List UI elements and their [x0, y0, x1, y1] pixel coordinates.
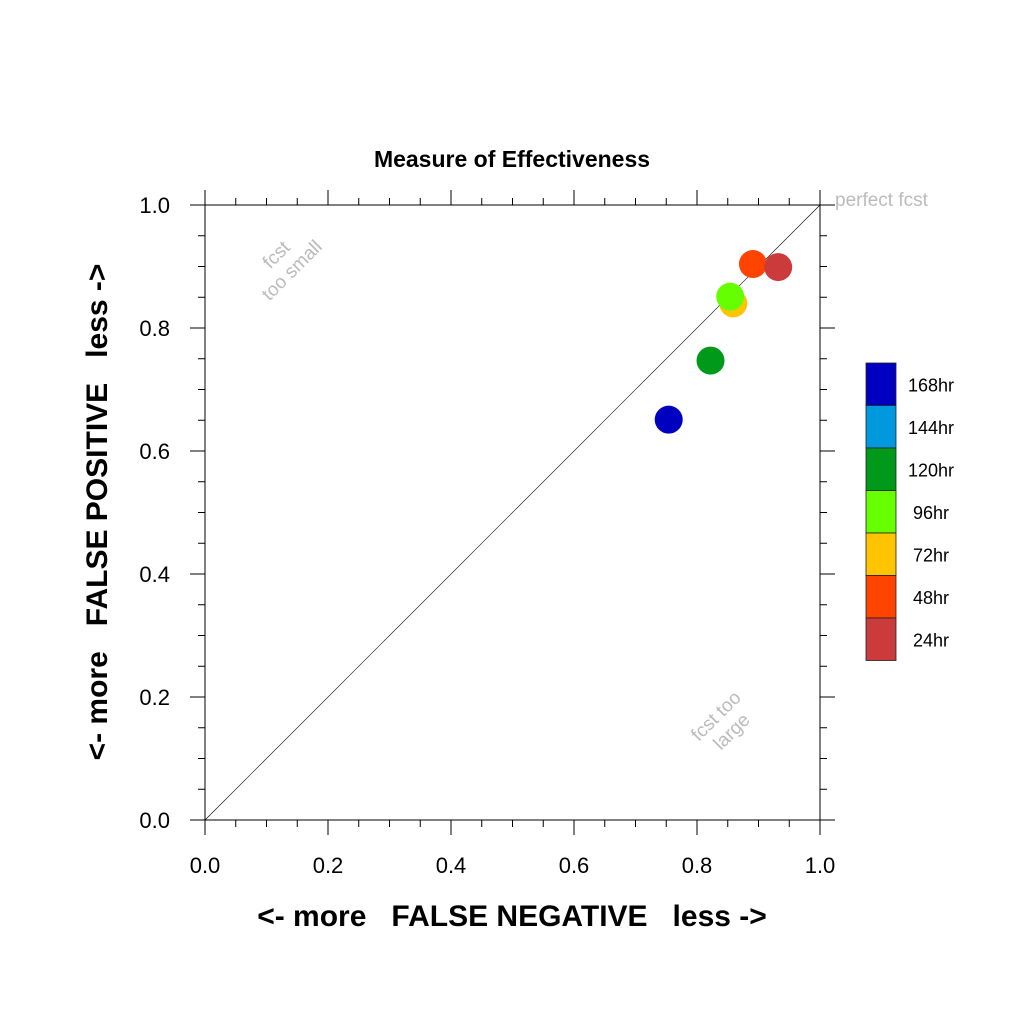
diagonal-line: [204, 204, 821, 821]
y-tick-labels: 0.0 0.2 0.4 0.6 0.8 1.0: [139, 193, 170, 833]
point-24hr: [764, 253, 793, 282]
y-tick-label: 0.0: [139, 808, 170, 833]
legend-label-168hr: 168hr: [908, 375, 954, 395]
x-tick-label: 0.4: [436, 853, 467, 878]
y-tick-label: 1.0: [139, 193, 170, 218]
legend-label-96hr: 96hr: [913, 503, 949, 523]
perfect-forecast-line: [204, 204, 821, 821]
data-points: [654, 250, 793, 434]
point-48hr: [738, 250, 767, 279]
legend-swatch-120hr: [865, 447, 897, 491]
x-axis-label: <- more FALSE NEGATIVE less ->: [257, 900, 767, 933]
point-168hr: [654, 405, 683, 434]
perfect-forecast-label: perfect fcst: [835, 190, 929, 211]
legend-swatch-72hr: [865, 532, 897, 576]
y-tick-label: 0.6: [139, 439, 170, 464]
axis-ticks: [190, 190, 835, 835]
x-tick-label: 1.0: [805, 853, 836, 878]
legend-swatch-48hr: [865, 575, 897, 619]
x-tick-label: 0.8: [682, 853, 713, 878]
x-tick-label: 0.6: [559, 853, 590, 878]
fcst-too-small-line2: too small: [258, 237, 327, 306]
chart-title: Measure of Effectiveness: [374, 146, 650, 172]
legend-label-24hr: 24hr: [913, 630, 949, 650]
legend-swatch-168hr: [865, 362, 897, 406]
y-tick-label: 0.2: [139, 685, 170, 710]
point-120hr: [696, 346, 725, 375]
legend-swatch-24hr: [865, 617, 897, 661]
x-tick-label: 0.0: [190, 853, 221, 878]
y-tick-label: 0.4: [139, 562, 170, 587]
legend-label-144hr: 144hr: [908, 418, 954, 438]
point-96hr: [716, 282, 745, 311]
legend-swatch-144hr: [865, 405, 897, 449]
legend-label-48hr: 48hr: [913, 588, 949, 608]
y-tick-label: 0.8: [139, 316, 170, 341]
legend-swatch-96hr: [865, 490, 897, 534]
y-axis-label: <- more FALSE POSITIVE less ->: [81, 264, 114, 761]
legend-label-120hr: 120hr: [908, 460, 954, 480]
x-tick-labels: 0.0 0.2 0.4 0.6 0.8 1.0: [190, 853, 836, 878]
legend-label-72hr: 72hr: [913, 545, 949, 565]
legend: 168hr 144hr 120hr 96hr 72hr 48hr 24hr: [865, 362, 954, 661]
x-tick-label: 0.2: [313, 853, 344, 878]
